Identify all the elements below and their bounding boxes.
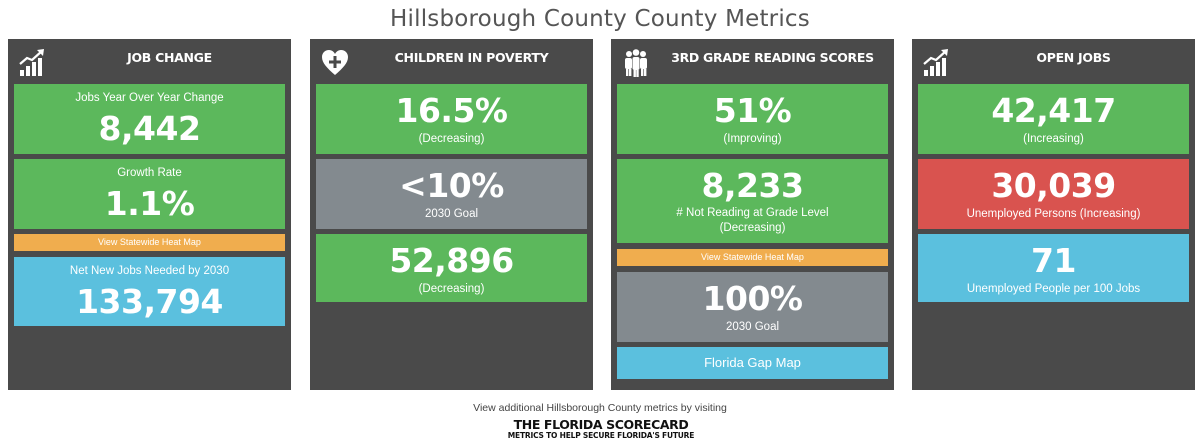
metric-tile: 42,417 (Increasing) xyxy=(918,84,1189,154)
metric-label-trend: (Decreasing) xyxy=(719,222,786,234)
metric-tile: Growth Rate 1.1% xyxy=(14,159,285,229)
page-title: Hillsborough County County Metrics xyxy=(390,6,810,32)
metric-tile: Jobs Year Over Year Change 8,442 xyxy=(14,84,285,154)
gap-map-link[interactable]: Florida Gap Map xyxy=(617,347,888,379)
card-title: 3RD GRADE READING SCORES xyxy=(671,50,874,65)
metric-value: 100% xyxy=(702,279,803,318)
metric-label: Net New Jobs Needed by 2030 xyxy=(69,265,230,277)
metric-label: (Increasing) xyxy=(1023,133,1084,145)
metric-label: Jobs Year Over Year Change xyxy=(75,92,224,104)
metric-tile: 52,896 (Decreasing) xyxy=(316,234,587,302)
metric-tile: 71 Unemployed People per 100 Jobs xyxy=(918,234,1189,302)
metric-value: 71 xyxy=(1031,241,1076,280)
metric-tile: 16.5% (Decreasing) xyxy=(316,84,587,154)
metric-label: Growth Rate xyxy=(117,167,182,179)
card-children-in-poverty: CHILDREN IN POVERTY 16.5% (Decreasing) <… xyxy=(310,39,593,390)
florida-scorecard-logo[interactable]: THE FLORIDA SCORECARD METRICS TO HELP SE… xyxy=(506,418,696,440)
metric-tile: 30,039 Unemployed Persons (Increasing) xyxy=(918,159,1189,229)
metric-label: (Decreasing) xyxy=(418,283,485,295)
card-job-change: JOB CHANGE Jobs Year Over Year Change 8,… xyxy=(8,39,291,390)
metric-value: 42,417 xyxy=(991,91,1116,130)
card-header: OPEN JOBS xyxy=(912,39,1195,83)
heat-map-link[interactable]: View Statewide Heat Map xyxy=(617,249,888,266)
metric-value: 52,896 xyxy=(389,241,514,280)
metric-label: 2030 Goal xyxy=(424,208,479,220)
metric-value: 8,442 xyxy=(98,109,201,148)
metric-label: # Not Reading at Grade Level xyxy=(676,207,829,219)
heart-plus-icon xyxy=(322,50,348,75)
metric-value: 51% xyxy=(713,91,792,130)
card-title: CHILDREN IN POVERTY xyxy=(394,50,549,65)
metric-value: 16.5% xyxy=(395,91,509,130)
logo-tagline: METRICS TO HELP SECURE FLORIDA'S FUTURE xyxy=(507,431,695,440)
metric-label: (Improving) xyxy=(723,133,782,145)
metric-label: Unemployed People per 100 Jobs xyxy=(966,283,1141,295)
metric-label: Unemployed Persons (Increasing) xyxy=(966,208,1141,220)
bar-chart-growth-icon xyxy=(19,49,44,76)
metric-value: 30,039 xyxy=(991,166,1116,205)
metric-value: 1.1% xyxy=(104,184,195,223)
card-header: JOB CHANGE xyxy=(8,39,291,83)
card-open-jobs: OPEN JOBS 42,417 (Increasing) 30,039 Une… xyxy=(912,39,1195,390)
card-title: JOB CHANGE xyxy=(127,50,212,65)
card-header: 3RD GRADE READING SCORES xyxy=(611,39,894,83)
logo-title: THE FLORIDA SCORECARD xyxy=(513,417,689,432)
metric-tile: 100% 2030 Goal xyxy=(617,272,888,342)
metric-tile: <10% 2030 Goal xyxy=(316,159,587,229)
card-header: CHILDREN IN POVERTY xyxy=(310,39,593,83)
metric-value: <10% xyxy=(399,166,504,205)
metric-tile: Net New Jobs Needed by 2030 133,794 xyxy=(14,257,285,326)
metric-value: 133,794 xyxy=(76,282,223,321)
card-title: OPEN JOBS xyxy=(1036,50,1111,65)
heat-map-link[interactable]: View Statewide Heat Map xyxy=(14,234,285,251)
metric-tile: 51% (Improving) xyxy=(617,84,888,154)
bar-chart-growth-icon xyxy=(923,49,948,76)
metric-value: 8,233 xyxy=(701,166,804,205)
card-reading-scores: 3RD GRADE READING SCORES 51% (Improving)… xyxy=(611,39,894,390)
metric-tile: 8,233 # Not Reading at Grade Level (Decr… xyxy=(617,159,888,243)
metric-label: (Decreasing) xyxy=(418,133,485,145)
metric-label: 2030 Goal xyxy=(725,321,780,333)
people-group-icon xyxy=(625,49,647,77)
footer-text: View additional Hillsborough County metr… xyxy=(473,402,727,414)
